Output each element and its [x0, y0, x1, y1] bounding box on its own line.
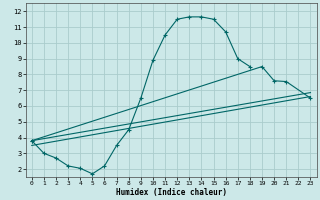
X-axis label: Humidex (Indice chaleur): Humidex (Indice chaleur) [116, 188, 227, 197]
